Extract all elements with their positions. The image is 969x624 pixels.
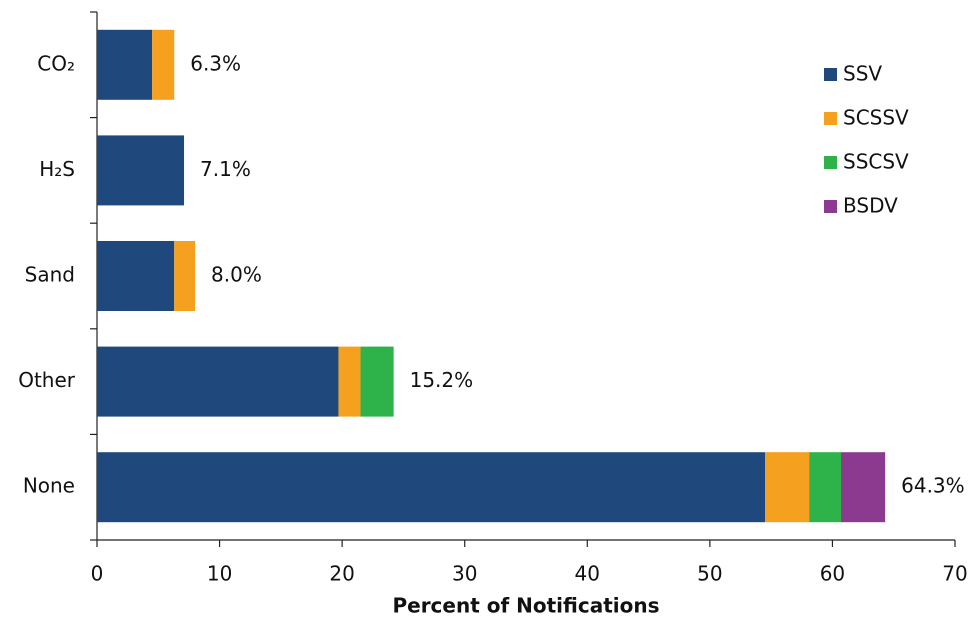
x-tick-label: 10 [207, 562, 232, 586]
bar-segment [97, 452, 766, 523]
legend-label: BSDV [843, 194, 898, 218]
y-tick-label: Other [18, 368, 76, 392]
total-label: 8.0% [211, 263, 262, 287]
bar-segment [174, 241, 196, 311]
bar-segment [841, 452, 886, 523]
x-axis-title: Percent of Notifications [392, 594, 659, 618]
x-tick-label: 30 [452, 562, 477, 586]
x-tick-label: 20 [329, 562, 354, 586]
legend-label: SSCSV [843, 150, 909, 174]
legend-swatch [824, 68, 837, 81]
bar-segment [152, 29, 175, 100]
y-tick-label: H₂S [39, 157, 75, 181]
y-tick-label: Sand [25, 263, 75, 287]
total-label: 6.3% [190, 51, 241, 75]
bar-segment [765, 452, 810, 523]
total-label: 7.1% [200, 157, 251, 181]
bar-segment [97, 29, 153, 100]
y-tick-label: None [23, 474, 75, 498]
legend-label: SSV [843, 62, 882, 86]
bar-segment [809, 452, 842, 523]
legend-label: SCSSV [843, 106, 909, 130]
bar-segment [360, 346, 394, 417]
total-label: 64.3% [901, 474, 965, 498]
legend-swatch [824, 112, 837, 125]
bar-segment [338, 346, 361, 417]
legend-swatch [824, 200, 837, 213]
x-tick-label: 60 [820, 562, 845, 586]
x-tick-label: 40 [575, 562, 600, 586]
legend-swatch [824, 156, 837, 169]
total-label: 15.2% [410, 368, 474, 392]
x-tick-label: 50 [697, 562, 722, 586]
bar-segment [97, 346, 339, 417]
bar-segment [97, 241, 175, 311]
y-tick-label: CO₂ [37, 51, 75, 75]
x-tick-label: 70 [942, 562, 967, 586]
x-tick-label: 0 [91, 562, 104, 586]
bar-segment [97, 135, 185, 206]
